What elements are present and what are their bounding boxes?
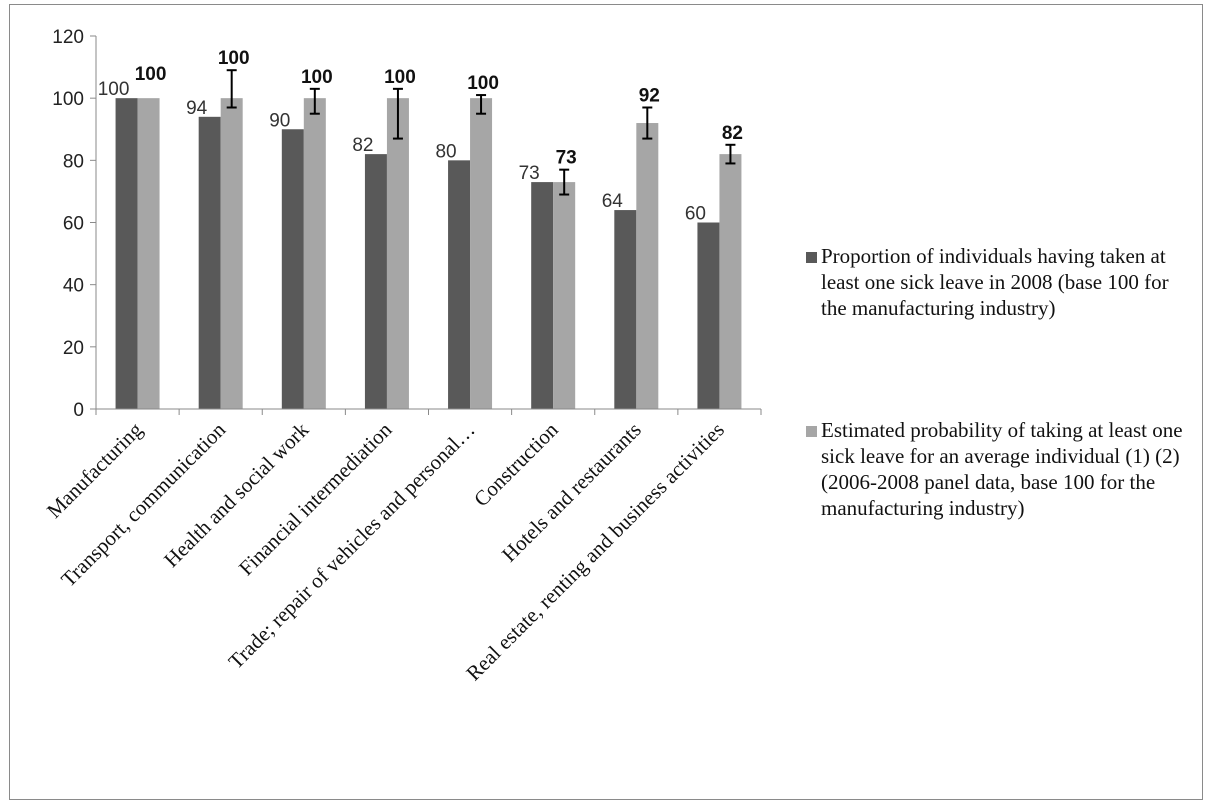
x-category-label: Health and social work: [159, 417, 314, 572]
y-tick-label: 80: [63, 151, 84, 172]
bar-series-2: [719, 154, 742, 409]
bar-series-2: [386, 98, 409, 410]
bar-series-2: [470, 98, 493, 410]
data-label-series-2: 100: [384, 67, 416, 88]
data-label-series-1: 100: [98, 79, 130, 100]
y-tick-label: 0: [73, 400, 84, 421]
bar-series-2: [553, 182, 576, 409]
data-label-series-2: 100: [218, 48, 250, 69]
bar-series-1: [614, 210, 637, 409]
legend-item-series-1: Proportion of individuals having taken a…: [806, 243, 1186, 321]
bar-series-1: [531, 182, 554, 409]
bar-series-2: [220, 98, 243, 410]
data-label-series-1: 94: [186, 98, 208, 119]
legend-swatch-series-1: [806, 252, 817, 263]
bar-series-1: [198, 116, 221, 410]
bar-series-1: [364, 154, 387, 409]
y-tick-label: 100: [52, 89, 84, 110]
data-label-series-1: 73: [519, 163, 540, 184]
x-category-label: Transport, communication: [56, 417, 230, 591]
error-bars: [226, 69, 736, 196]
data-label-series-2: 73: [556, 148, 577, 169]
data-label-series-2: 82: [722, 123, 743, 144]
bar-series-2: [636, 123, 659, 410]
data-label-series-2: 92: [639, 85, 660, 106]
data-label-series-1: 64: [602, 191, 624, 212]
data-label-series-1: 60: [685, 204, 706, 225]
bars: [115, 98, 742, 410]
bar-series-2: [137, 98, 160, 410]
bar-series-1: [115, 98, 138, 410]
bar-series-2: [303, 98, 326, 410]
data-label-series-1: 80: [435, 141, 456, 162]
chart-frame: 0 20 40 60 80 100 120 100 100 94 100 90 100 82 100 80 1…: [9, 4, 1203, 800]
data-label-series-1: 82: [352, 135, 373, 156]
legend: Proportion of individuals having taken a…: [10, 5, 1183, 520]
legend-label-series-1: Proportion of individuals having taken a…: [821, 244, 1169, 320]
y-tick-label: 120: [52, 27, 84, 48]
bar-series-1: [448, 160, 471, 409]
data-label-series-1: 90: [269, 110, 290, 131]
x-category-label: Financial intermediation: [234, 417, 397, 580]
data-label-series-2: 100: [301, 67, 333, 88]
y-tick-label: 60: [63, 214, 84, 235]
legend-swatch-series-2: [806, 426, 817, 437]
bar-series-1: [697, 222, 720, 409]
y-axis: 0 20 40 60 80 100 120: [52, 27, 97, 421]
legend-item-series-2: Estimated probability of taking at least…: [806, 417, 1186, 521]
data-label-series-2: 100: [135, 64, 167, 85]
x-category-label: Hotels and restaurants: [497, 418, 646, 567]
legend-label-series-2: Estimated probability of taking at least…: [821, 418, 1183, 520]
data-label-series-2: 100: [467, 73, 499, 94]
y-tick-label: 40: [63, 276, 84, 297]
y-tick-label: 20: [63, 338, 84, 359]
bar-series-1: [281, 129, 304, 409]
